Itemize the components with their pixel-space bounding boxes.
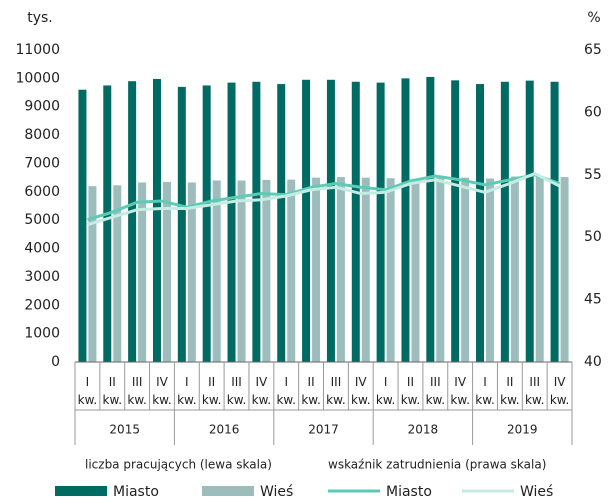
year-label: 2016 [209, 423, 240, 437]
bar [336, 177, 345, 362]
bar [426, 76, 435, 362]
x-tick-label: IV kw. [152, 375, 171, 407]
bar [78, 89, 87, 362]
bar [451, 80, 460, 362]
bar [138, 182, 147, 362]
x-tick-label: II kw. [103, 375, 122, 407]
x-tick-label: III kw. [525, 375, 544, 407]
bar [128, 81, 137, 362]
bar [162, 181, 171, 362]
bar [386, 178, 395, 362]
bar [436, 177, 445, 362]
legend-label: Wieś [260, 484, 293, 500]
bar [461, 177, 470, 362]
x-tick-label: IV kw. [351, 375, 370, 407]
bar [510, 176, 519, 362]
bar [302, 79, 311, 363]
y2-tick-label: 50 [584, 229, 602, 245]
y-tick-label: 2000 [24, 297, 60, 313]
y-tick-label: 10000 [15, 70, 60, 86]
bar [500, 81, 509, 362]
line-series [86, 173, 561, 222]
bar [476, 84, 485, 362]
y2-tick-label: 65 [584, 42, 602, 58]
bar [103, 85, 112, 363]
bar [88, 186, 97, 362]
y2-unit: % [587, 10, 600, 26]
legend-group-title: liczba pracujących (lewa skala) [85, 458, 272, 472]
y-tick-label: 6000 [24, 184, 60, 200]
x-tick-label: II kw. [202, 375, 221, 407]
bar [237, 180, 246, 362]
bar [312, 177, 321, 362]
bar [277, 84, 286, 362]
y-tick-label: 0 [51, 354, 60, 370]
bar [401, 78, 410, 362]
x-tick-label: II kw. [301, 375, 320, 407]
bar [525, 80, 534, 363]
legend-swatch [202, 486, 254, 496]
bar [376, 82, 385, 363]
bar [212, 180, 221, 362]
legend-swatch [55, 486, 107, 496]
year-label: 2017 [308, 423, 339, 437]
x-tick-label: II kw. [500, 375, 519, 407]
y2-tick-label: 60 [584, 104, 602, 120]
y-tick-label: 11000 [15, 42, 60, 58]
bar [411, 178, 420, 362]
y2-tick-label: 40 [584, 354, 602, 370]
bar [152, 78, 161, 362]
bar [113, 185, 122, 362]
bar [486, 178, 495, 362]
bar [252, 81, 261, 362]
y-tick-label: 7000 [24, 155, 60, 171]
bar [227, 82, 236, 363]
y-tick-label: 9000 [24, 99, 60, 115]
y-unit: tys. [27, 10, 53, 26]
bar [262, 179, 271, 362]
legend-label: Miasto [113, 484, 159, 500]
bar [361, 177, 370, 362]
bar [177, 86, 186, 362]
bar [326, 79, 335, 363]
x-tick-label: III kw. [227, 375, 246, 407]
bar [202, 85, 211, 363]
bar [550, 81, 559, 362]
year-label: 2015 [109, 423, 140, 437]
y-tick-label: 5000 [24, 212, 60, 228]
bar [287, 179, 296, 362]
legend-group-title: wskaźnik zatrudnienia (prawa skala) [328, 458, 546, 472]
y-tick-label: 8000 [24, 127, 60, 143]
x-tick-label: IV kw. [550, 375, 569, 407]
x-tick-label: III kw. [127, 375, 146, 407]
year-label: 2019 [507, 423, 538, 437]
x-tick-label: IV kw. [450, 375, 469, 407]
bar [560, 177, 569, 362]
x-tick-label: III kw. [426, 375, 445, 407]
x-tick-label: II kw. [401, 375, 420, 407]
legend-label: Miasto [386, 484, 432, 500]
legend-label: Wieś [520, 484, 553, 500]
bar [351, 81, 360, 362]
year-label: 2018 [408, 423, 439, 437]
y-tick-label: 1000 [24, 326, 60, 342]
bar [187, 182, 196, 362]
y-tick-label: 3000 [24, 269, 60, 285]
y2-tick-label: 55 [584, 167, 602, 183]
x-tick-label: IV kw. [252, 375, 271, 407]
line-series [86, 171, 561, 227]
y-tick-label: 4000 [24, 241, 60, 257]
bar [535, 175, 544, 362]
y2-tick-label: 45 [584, 292, 602, 308]
x-tick-label: III kw. [326, 375, 345, 407]
